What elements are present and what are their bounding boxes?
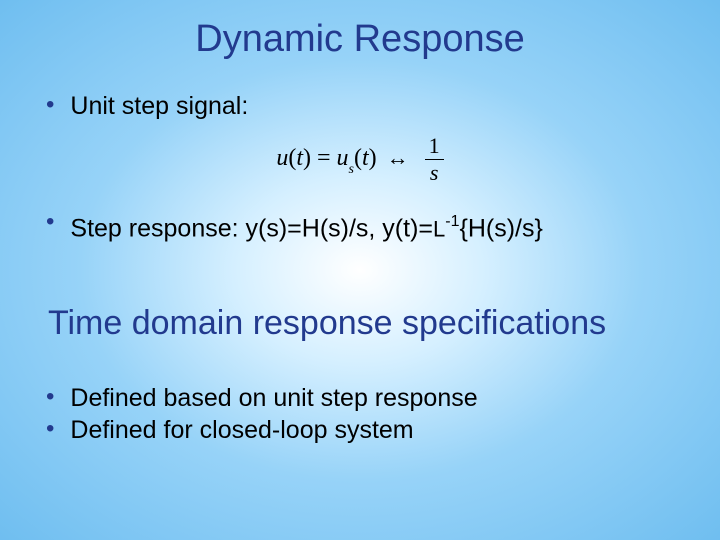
formula-fraction: 1 s bbox=[425, 135, 444, 184]
bullet-item: • Step response: y(s)=H(s)/s, y(t)=L-1{H… bbox=[46, 208, 680, 244]
text-part: {H(s)/s} bbox=[460, 214, 543, 242]
bullet-item: • Unit step signal: bbox=[46, 91, 680, 121]
laplace-symbol: L bbox=[433, 216, 445, 241]
slide-container: Dynamic Response • Unit step signal: u(t… bbox=[0, 0, 720, 540]
formula-part: ) bbox=[369, 145, 383, 171]
bullet-dot-icon: • bbox=[46, 208, 54, 236]
bullet-dot-icon: • bbox=[46, 383, 54, 411]
bullet-text: Step response: y(s)=H(s)/s, y(t)=L-1{H(s… bbox=[70, 208, 542, 244]
bullet-text: Defined based on unit step response bbox=[70, 383, 477, 413]
formula-part: u bbox=[337, 145, 349, 171]
superscript: -1 bbox=[445, 213, 459, 230]
bullet-text: Defined for closed-loop system bbox=[70, 415, 413, 445]
bullet-dot-icon: • bbox=[46, 415, 54, 443]
fraction-numerator: 1 bbox=[425, 135, 444, 160]
text-part: Step response: y(s)=H(s)/s, y(t)= bbox=[70, 214, 433, 242]
fraction-denominator: s bbox=[425, 160, 444, 184]
formula-part: ) = bbox=[303, 145, 337, 171]
bullet-item: • Defined for closed-loop system bbox=[46, 415, 680, 445]
bullet-text: Unit step signal: bbox=[70, 91, 248, 121]
formula: u(t) = us(t) ↔ 1 s bbox=[276, 135, 443, 184]
slide-subtitle: Time domain response specifications bbox=[48, 304, 680, 343]
slide-title: Dynamic Response bbox=[40, 18, 680, 61]
formula-part: u bbox=[276, 145, 288, 171]
bullet-dot-icon: • bbox=[46, 91, 54, 119]
formula-block: u(t) = us(t) ↔ 1 s bbox=[40, 135, 680, 184]
formula-subscript: s bbox=[349, 162, 354, 177]
lower-bullets: • Defined based on unit step response • … bbox=[40, 383, 680, 445]
formula-part: t bbox=[362, 145, 369, 171]
bullet-item: • Defined based on unit step response bbox=[46, 383, 680, 413]
formula-part: t bbox=[296, 145, 303, 171]
arrow-icon: ↔ bbox=[383, 145, 413, 170]
formula-part: ( bbox=[354, 145, 362, 171]
